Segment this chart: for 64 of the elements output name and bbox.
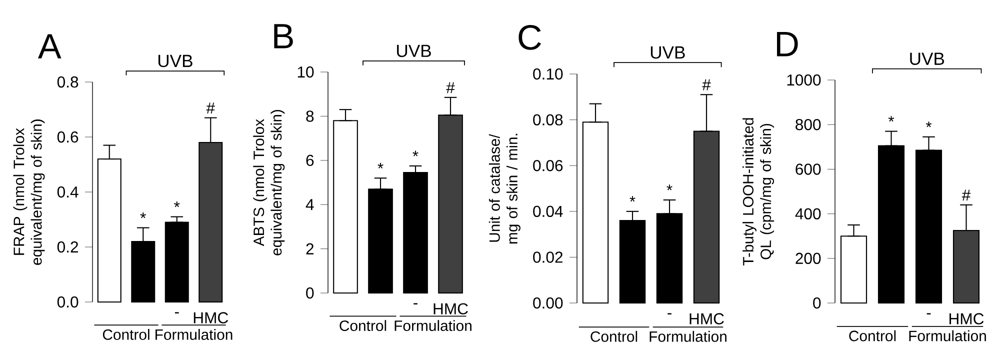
- x-tick-label: -: [414, 303, 418, 304]
- data-label: *: [926, 122, 932, 128]
- data-label: *: [174, 202, 180, 208]
- y-tick-label: 0.04: [533, 206, 563, 218]
- x-tick-label: -: [668, 313, 672, 314]
- data-label: #: [962, 190, 971, 201]
- chart-title: C: [518, 25, 541, 50]
- y-tick-label: 0.4: [57, 186, 78, 198]
- data-label: *: [888, 116, 894, 122]
- y-tick-label: 0: [306, 287, 314, 299]
- text: Control: [340, 320, 386, 332]
- x-tick-label: HMC: [434, 303, 468, 314]
- x-tick-label: HMC: [950, 313, 984, 324]
- text: Formulation: [650, 330, 726, 342]
- text: UVB: [910, 52, 944, 65]
- bar: [164, 222, 189, 303]
- y-axis-title: ABTS (nmol Trolox equivalent/mg of skin): [253, 110, 285, 256]
- y-tick-label: 0.2: [57, 241, 78, 253]
- y-axis-title: Unit of catalase/ mg of skin / min.: [488, 134, 520, 244]
- x-tick-label: HMC: [690, 313, 724, 324]
- text: Formulation: [156, 328, 232, 340]
- text: Formulation: [909, 330, 986, 342]
- chart-title: D: [777, 32, 798, 56]
- chart-title: A: [38, 34, 62, 58]
- y-tick-label: 0.00: [533, 297, 563, 309]
- y-tick-label: 1000: [787, 74, 821, 86]
- y-tick-label: 0.8: [57, 76, 78, 88]
- y-tick-label: 0.06: [533, 160, 563, 172]
- y-tick-label: 8: [306, 110, 314, 122]
- text: Control: [590, 330, 638, 342]
- data-label: #: [206, 102, 215, 114]
- text: UVB: [650, 46, 685, 59]
- y-tick-label: 0.6: [57, 131, 78, 143]
- chart-title: B: [274, 24, 293, 48]
- x-tick-label: HMC: [194, 312, 228, 324]
- y-tick-label: 4: [306, 199, 314, 210]
- text: Control: [102, 328, 150, 340]
- y-tick-label: 0.08: [533, 114, 563, 126]
- y-axis-title: T-butyl LOOH-initiated QL (cpm/mg of skin): [742, 118, 774, 266]
- text: Control: [849, 330, 896, 342]
- data-label: *: [630, 196, 636, 202]
- text: UVB: [397, 44, 431, 58]
- y-tick-label: 0.0: [57, 296, 78, 308]
- y-tick-label: 800: [796, 118, 821, 130]
- text: Formulation: [394, 320, 472, 332]
- y-tick-label: 0.10: [533, 68, 563, 80]
- y-axis-title: FRAP (nmol Trolox equivalent/mg of skin): [13, 119, 45, 265]
- y-tick-label: 0.02: [533, 252, 562, 263]
- y-tick-label: 2: [306, 243, 314, 254]
- text: UVB: [158, 54, 192, 68]
- y-tick-label: 200: [796, 252, 821, 264]
- data-label: *: [412, 150, 418, 156]
- data-label: *: [378, 162, 384, 168]
- data-label: *: [140, 212, 146, 218]
- data-label: *: [666, 184, 672, 190]
- y-tick-label: 400: [795, 208, 821, 220]
- x-tick-label: -: [926, 313, 931, 314]
- y-tick-label: 6: [306, 154, 314, 166]
- data-label: #: [446, 82, 455, 94]
- y-tick-label: 0: [813, 297, 821, 309]
- data-label: #: [702, 79, 711, 90]
- y-tick-label: 10: [298, 66, 314, 78]
- x-tick-label: -: [174, 312, 179, 314]
- y-tick-label: 600: [796, 164, 821, 175]
